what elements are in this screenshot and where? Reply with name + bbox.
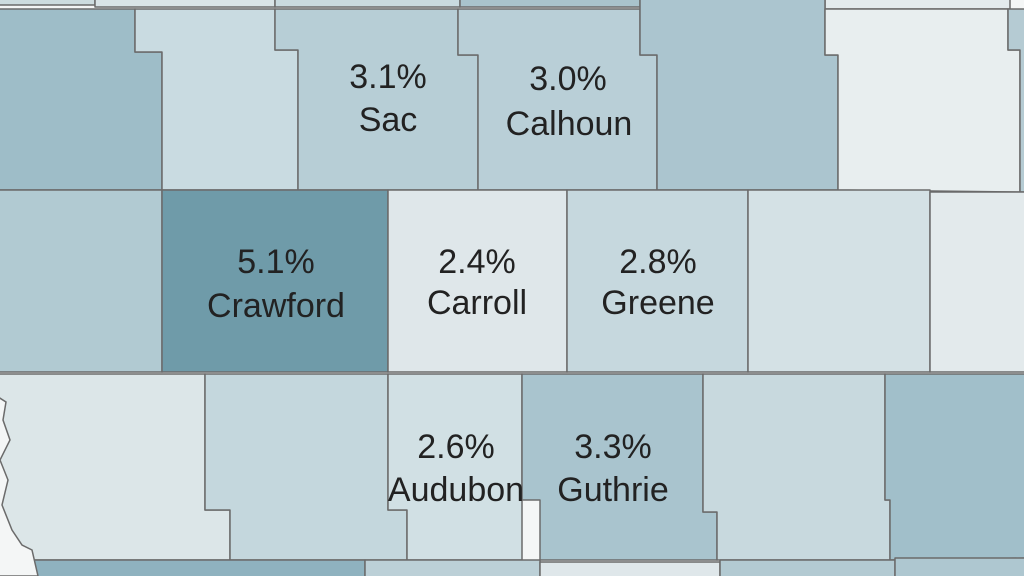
county-sac xyxy=(274,8,479,191)
rate-label: 5.1% xyxy=(237,243,315,281)
county xyxy=(824,0,1011,10)
county-name: Audubon xyxy=(388,471,524,509)
county-guthrie xyxy=(521,373,718,561)
county-name: Sac xyxy=(359,101,418,139)
county xyxy=(459,0,641,8)
county xyxy=(274,0,461,8)
county xyxy=(719,559,896,576)
rate-label: 3.3% xyxy=(574,428,652,466)
county xyxy=(364,559,541,576)
rate-label: 2.6% xyxy=(417,428,495,466)
county-carroll xyxy=(387,189,568,373)
county xyxy=(639,0,839,191)
county xyxy=(894,557,1024,576)
county xyxy=(702,373,891,561)
county xyxy=(539,561,721,576)
county-name: Calhoun xyxy=(506,105,633,143)
county xyxy=(929,191,1024,373)
county-calhoun xyxy=(457,8,658,191)
county-crawford xyxy=(161,189,389,373)
county-name: Greene xyxy=(601,284,714,322)
county-name: Crawford xyxy=(207,287,345,325)
county-audubon xyxy=(387,373,523,561)
county xyxy=(204,373,408,561)
county xyxy=(0,0,96,6)
state-border xyxy=(0,397,39,576)
rate-label: 3.0% xyxy=(529,60,607,98)
rate-label: 2.4% xyxy=(438,243,516,281)
county-name: Guthrie xyxy=(557,471,669,509)
county xyxy=(0,373,231,561)
county-name: Carroll xyxy=(427,284,527,322)
county xyxy=(29,559,366,576)
county xyxy=(0,189,163,373)
county xyxy=(824,8,1021,193)
county-greene xyxy=(566,189,749,373)
rate-label: 3.1% xyxy=(349,58,427,96)
county xyxy=(94,0,276,8)
county xyxy=(884,373,1024,561)
county xyxy=(747,189,931,373)
rate-label: 2.8% xyxy=(619,243,697,281)
